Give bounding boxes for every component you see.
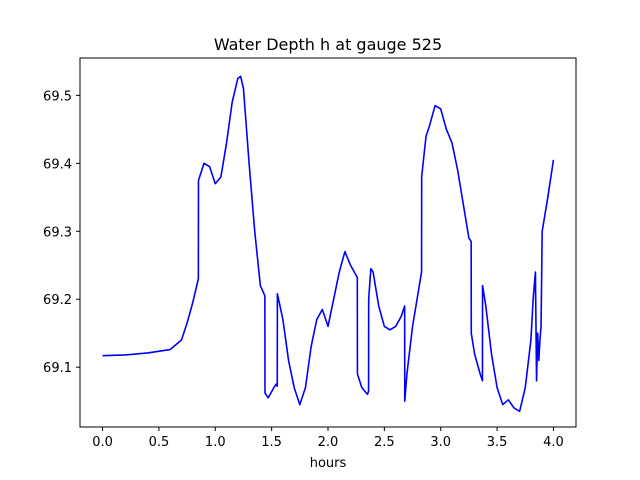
y-axis: 69.1 69.2 69.3 69.4 69.5	[43, 89, 80, 376]
axes-frame	[79, 57, 577, 428]
plot-area	[79, 57, 577, 428]
x-tick-label: 1.5	[261, 435, 282, 450]
x-tick-label: 4.0	[543, 435, 564, 450]
x-tick-label: 0.0	[92, 435, 113, 450]
y-tick-label: 69.5	[43, 89, 72, 104]
x-tick-label: 2.5	[374, 435, 395, 450]
y-tick-label: 69.4	[43, 157, 72, 172]
series-line-1	[102, 75, 555, 413]
x-tick-label: 2.0	[318, 435, 339, 450]
x-tick-label: 3.0	[430, 435, 451, 450]
chart-title: Water Depth h at gauge 525	[214, 35, 442, 54]
y-tick-label: 69.3	[43, 225, 72, 240]
x-tick-label: 3.5	[487, 435, 508, 450]
x-tick-label: 0.5	[149, 435, 170, 450]
x-axis: 0.0 0.5 1.0 1.5 2.0 2.5 3.0 3.5 4.0	[92, 427, 564, 450]
x-axis-label: hours	[310, 456, 347, 471]
x-tick-label: 1.0	[205, 435, 226, 450]
y-tick-label: 69.1	[43, 361, 72, 376]
y-tick-label: 69.2	[43, 293, 72, 308]
